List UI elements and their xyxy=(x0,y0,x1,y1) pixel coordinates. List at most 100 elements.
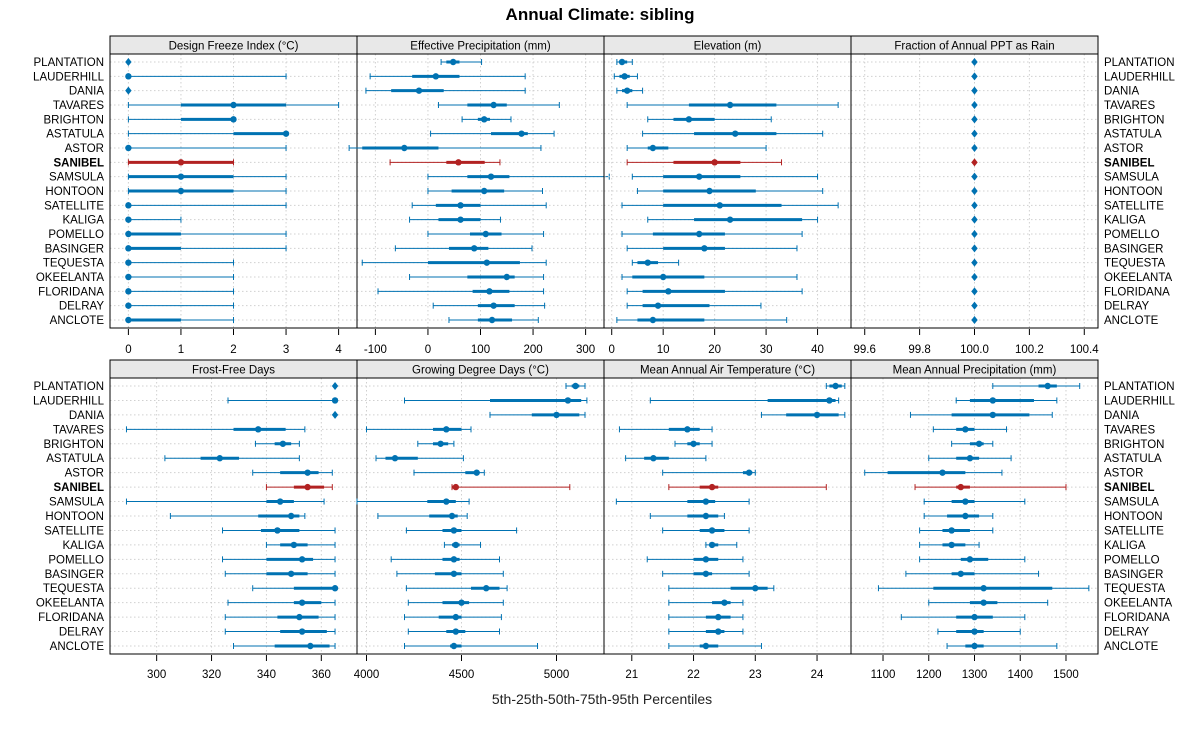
x-tick-label: 0 xyxy=(609,344,615,356)
median-point xyxy=(483,259,491,266)
x-tick-label: 1100 xyxy=(871,669,896,681)
median-point xyxy=(331,382,339,390)
median-point xyxy=(684,426,691,433)
median-point xyxy=(452,541,459,549)
median-point xyxy=(659,273,667,281)
median-point xyxy=(473,469,480,476)
median-point xyxy=(732,130,739,137)
median-point xyxy=(125,288,132,295)
median-point xyxy=(708,541,716,549)
soil-label-left: ASTATULA xyxy=(46,129,104,141)
soil-label-left: PLANTATION xyxy=(34,381,105,393)
median-point xyxy=(649,144,657,152)
soil-label-left: TAVARES xyxy=(53,100,104,112)
median-point xyxy=(702,498,710,505)
x-tick-label: 99.6 xyxy=(854,344,876,356)
soil-label-left: HONTOON xyxy=(45,186,104,198)
median-point xyxy=(290,541,298,549)
median-point xyxy=(957,483,964,491)
x-tick-label: 300 xyxy=(147,669,166,681)
median-point xyxy=(971,129,978,138)
x-tick-label: 40 xyxy=(811,344,824,356)
soil-label-left: BASINGER xyxy=(45,569,104,581)
soil-label-left: DANIA xyxy=(69,410,104,422)
x-tick-label: 4000 xyxy=(354,669,380,681)
soil-label-left: TEQUESTA xyxy=(43,583,104,595)
soil-label-right: SATELLITE xyxy=(1104,525,1164,537)
soil-label-right: POMELLO xyxy=(1104,554,1160,566)
soil-label-left: SANIBEL xyxy=(54,157,104,169)
soil-label-left: OKEELANTA xyxy=(36,272,104,284)
panel-7: Mean Annual Precipitation (mm) 1100 1200 13… xyxy=(850,359,1176,681)
median-point xyxy=(458,599,465,606)
soil-label-left: HONTOON xyxy=(45,511,104,523)
panel-title: Growing Degree Days (°C) xyxy=(412,365,549,377)
median-point xyxy=(702,512,710,520)
median-point xyxy=(287,512,295,520)
median-point xyxy=(331,585,339,592)
x-tick-label: 1200 xyxy=(916,669,942,681)
median-point xyxy=(939,469,946,476)
x-tick-label: 30 xyxy=(760,344,773,356)
median-point xyxy=(125,273,132,281)
soil-label-right: KALIGA xyxy=(1104,540,1146,552)
x-tick-label: 100.4 xyxy=(1070,344,1099,356)
median-point xyxy=(971,58,978,66)
soil-label-left: LAUDERHILL xyxy=(33,395,105,407)
median-point xyxy=(650,455,657,462)
soil-label-right: TAVARES xyxy=(1104,424,1155,436)
median-point xyxy=(298,599,306,606)
median-point xyxy=(971,273,978,281)
soil-label-right: BASINGER xyxy=(1104,569,1163,581)
median-point xyxy=(962,426,969,433)
median-point xyxy=(279,440,287,447)
soil-label-left: ASTATULA xyxy=(46,453,104,465)
soil-label-right: POMELLO xyxy=(1104,229,1160,241)
x-tick-label: 0 xyxy=(425,344,431,356)
median-point xyxy=(832,382,839,390)
median-point xyxy=(572,382,579,390)
median-point xyxy=(980,585,987,592)
median-point xyxy=(962,498,969,505)
soil-label-right: DELRAY xyxy=(1104,301,1149,313)
median-point xyxy=(618,58,626,66)
soil-label-left: SAMSULA xyxy=(49,172,104,184)
median-point xyxy=(304,483,311,491)
median-point xyxy=(216,455,223,462)
median-point xyxy=(715,628,722,635)
x-tick-label: 0 xyxy=(125,344,131,356)
median-point xyxy=(702,570,710,577)
median-point xyxy=(716,202,723,209)
median-point xyxy=(490,302,497,309)
median-point xyxy=(665,288,672,295)
median-point xyxy=(125,58,132,66)
x-tick-label: 100.2 xyxy=(1015,344,1044,356)
x-tick-label: 1500 xyxy=(1053,669,1079,681)
median-point xyxy=(480,116,488,123)
soil-label-left: ASTOR xyxy=(65,143,104,155)
median-point xyxy=(644,259,651,266)
x-tick-label: 360 xyxy=(312,669,331,681)
soil-label-left: DELRAY xyxy=(59,627,104,639)
median-point xyxy=(450,570,458,577)
median-point xyxy=(971,158,978,167)
median-point xyxy=(482,230,489,238)
x-tick-label: 22 xyxy=(687,669,700,681)
soil-label-right: DANIA xyxy=(1104,410,1139,422)
soil-label-right: ASTATULA xyxy=(1104,453,1162,465)
median-point xyxy=(685,116,693,123)
median-point xyxy=(745,469,753,476)
median-point xyxy=(702,556,710,563)
median-point xyxy=(966,455,974,462)
median-point xyxy=(486,288,493,295)
panel-frame xyxy=(850,377,1099,655)
median-point xyxy=(553,411,560,419)
median-point xyxy=(971,316,978,324)
median-point xyxy=(296,613,303,621)
median-point xyxy=(971,258,978,267)
median-point xyxy=(304,469,311,476)
soil-label-left: SAMSULA xyxy=(49,497,104,509)
soil-label-right: TEQUESTA xyxy=(1104,258,1165,270)
panel-frame xyxy=(850,53,1099,329)
